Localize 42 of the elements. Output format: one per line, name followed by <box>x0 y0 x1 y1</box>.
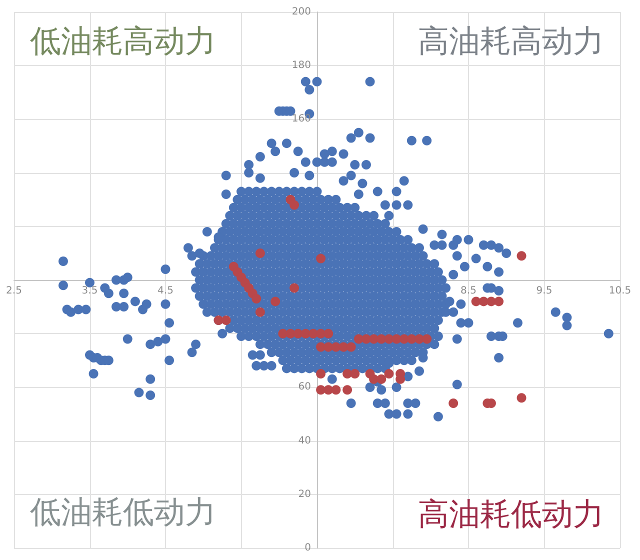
annotation: 低油耗高动力 <box>30 24 216 60</box>
x-tick-label: 3.5 <box>82 286 98 296</box>
point <box>494 296 504 306</box>
x-tick-label: 9.5 <box>536 286 552 296</box>
y-tick-label: 20 <box>298 488 311 500</box>
annotation: 高油耗高动力 <box>418 24 604 60</box>
point <box>331 385 341 395</box>
point <box>516 393 526 403</box>
y-tick-label: 160 <box>292 114 311 125</box>
y-tick-label: 0 <box>304 542 311 554</box>
x-tick-label: 2.5 <box>6 286 22 296</box>
point <box>255 307 265 317</box>
point <box>342 385 352 395</box>
point <box>270 296 280 306</box>
x-tick-label: 4.5 <box>158 286 174 296</box>
x-tick-label: 8.5 <box>460 286 476 296</box>
y-tick-label: 200 <box>292 6 311 18</box>
annotation: 低油耗低动力 <box>30 494 216 530</box>
y-tick-label: 40 <box>298 435 311 446</box>
point <box>221 315 231 325</box>
point <box>324 328 334 338</box>
point <box>290 283 300 293</box>
point <box>384 369 394 379</box>
point <box>252 294 262 304</box>
annotation: 高油耗低动力 <box>418 496 604 532</box>
point <box>316 369 326 379</box>
point <box>342 369 352 379</box>
point <box>448 398 458 408</box>
point <box>316 254 326 264</box>
point <box>255 248 265 258</box>
point <box>369 374 379 384</box>
point <box>278 328 288 338</box>
point <box>422 334 432 344</box>
point <box>376 374 386 384</box>
y-tick-label: 60 <box>298 382 311 393</box>
point <box>516 251 526 261</box>
y-tick-label: 180 <box>292 60 311 72</box>
point <box>376 334 386 344</box>
point <box>290 200 300 210</box>
point <box>346 342 356 352</box>
x-tick-label: 10.5 <box>608 286 632 296</box>
point <box>350 369 360 379</box>
